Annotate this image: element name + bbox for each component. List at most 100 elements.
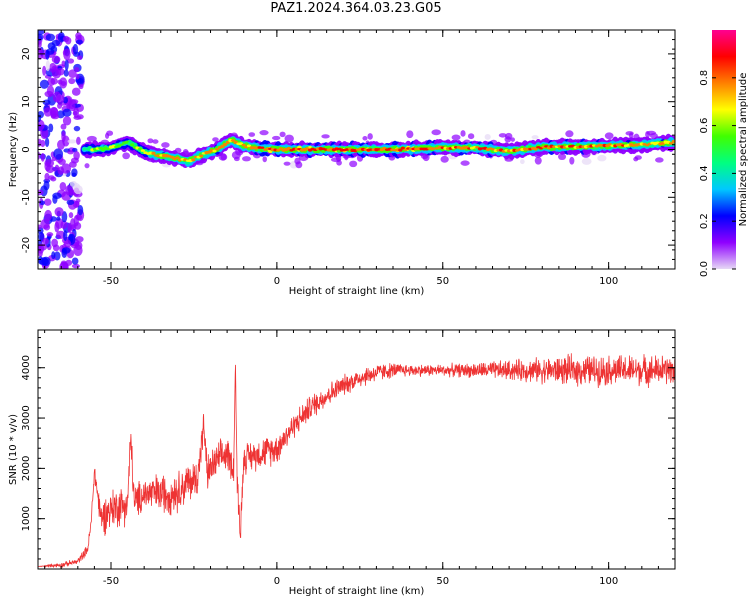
heatmap-cell <box>74 222 82 230</box>
spectrogram-y-tick-label: -10 <box>21 189 32 205</box>
heatmap-cell <box>248 132 256 137</box>
heatmap-cell <box>138 147 143 151</box>
heatmap-cell <box>73 115 82 120</box>
snr-series-line <box>38 353 675 569</box>
heatmap-cell <box>231 151 241 160</box>
heatmap-cell <box>57 79 63 85</box>
heatmap-cell <box>49 62 57 73</box>
snr-y-tick-label: 3000 <box>21 405 32 430</box>
heatmap-cell <box>276 148 281 152</box>
heatmap-cell <box>246 144 252 148</box>
heatmap-cell <box>336 159 342 166</box>
heatmap-cell <box>66 199 75 206</box>
heatmap-cell <box>451 134 461 141</box>
heatmap-cell <box>52 244 60 252</box>
snr-y-tick-label: 2000 <box>21 456 32 481</box>
heatmap-cell <box>230 139 236 142</box>
heatmap-cell <box>484 133 491 140</box>
heatmap-cell <box>122 152 130 160</box>
spectrogram-y-axis-label: Frequency (Hz) <box>8 112 19 188</box>
snr-x-tick-label: -50 <box>103 576 119 587</box>
colorbar-tick-label: 0.8 <box>699 70 710 86</box>
snr-x-tick-label: 0 <box>274 576 280 587</box>
heatmap-cell <box>569 156 575 165</box>
heatmap-cell <box>646 130 657 136</box>
heatmap-cell <box>45 33 56 42</box>
heatmap-cell <box>68 103 76 109</box>
heatmap-cell <box>406 130 414 139</box>
heatmap-cell <box>241 143 246 147</box>
heatmap-cell <box>43 198 52 206</box>
spectrogram-x-tick-label: -50 <box>103 276 119 287</box>
heatmap-cell <box>39 79 49 89</box>
heatmap-cell <box>40 153 45 162</box>
heatmap-cell <box>531 135 539 140</box>
heatmap-cell <box>56 67 65 76</box>
heatmap-cell <box>69 181 77 188</box>
heatmap-cell <box>191 158 196 162</box>
heatmap-cell <box>75 39 83 45</box>
heatmap-cell <box>38 224 42 230</box>
heatmap-cell <box>60 220 68 229</box>
heatmap-cell <box>73 185 83 195</box>
spectrogram-x-tick-label: 50 <box>436 276 449 287</box>
heatmap-cell <box>68 69 77 79</box>
heatmap-cell <box>565 130 574 138</box>
heatmap-cell <box>38 119 45 131</box>
heatmap-cell <box>558 153 567 161</box>
heatmap-cell <box>46 232 54 237</box>
heatmap-cell <box>45 49 50 60</box>
heatmap-cell <box>38 47 43 53</box>
heatmap-cell <box>62 108 72 117</box>
heatmap-cell <box>51 156 57 162</box>
spectrogram-x-tick-label: 0 <box>274 276 280 287</box>
heatmap-cell <box>70 157 79 164</box>
heatmap-cell <box>71 87 81 96</box>
heatmap-cell <box>362 136 368 141</box>
heatmap-cell <box>220 153 227 161</box>
heatmap-cell <box>119 143 124 146</box>
colorbar-label: Normalized spectral amplitude <box>738 73 749 227</box>
heatmap-cell <box>82 147 87 151</box>
heatmap-cell <box>76 55 83 61</box>
heatmap-cell <box>147 138 154 144</box>
heatmap-cell <box>67 139 77 144</box>
spectrogram-y-tick-label: 20 <box>21 48 32 61</box>
heatmap-cell <box>45 60 51 72</box>
heatmap-cell <box>604 132 614 140</box>
heatmap-cell <box>67 150 74 155</box>
heatmap-cell <box>71 172 77 177</box>
heatmap-cell <box>321 134 330 139</box>
heatmap-cell <box>40 127 49 140</box>
heatmap-cell <box>67 58 75 64</box>
heatmap-cell <box>39 257 49 266</box>
snr-y-tick-label: 4000 <box>21 355 32 380</box>
heatmap-cell <box>56 230 66 239</box>
heatmap-cell <box>212 149 217 153</box>
heatmap-cell <box>62 262 68 269</box>
heatmap-cell <box>57 166 65 175</box>
heatmap-cell <box>259 130 269 136</box>
heatmap-cell <box>534 156 542 165</box>
heatmap-cell <box>75 73 80 80</box>
heatmap-cell <box>38 231 45 242</box>
heatmap-cell <box>52 195 58 204</box>
heatmap-cell <box>44 137 50 148</box>
heatmap-cell <box>671 140 675 144</box>
heatmap-cell <box>43 107 53 117</box>
heatmap-cell <box>42 237 49 245</box>
heatmap-cell <box>75 198 81 203</box>
heatmap-cell <box>440 155 449 163</box>
heatmap-cell <box>78 83 84 90</box>
heatmap-cell <box>431 129 441 136</box>
heatmap-cell <box>75 214 83 221</box>
heatmap-cell <box>349 160 358 168</box>
heatmap-cell <box>76 136 81 145</box>
heatmap-cell <box>38 114 42 123</box>
heatmap-cell <box>54 207 64 217</box>
heatmap-cell <box>48 123 54 133</box>
heatmap-cell <box>367 133 373 140</box>
heatmap-cell <box>67 222 73 234</box>
heatmap-cell <box>64 59 69 71</box>
